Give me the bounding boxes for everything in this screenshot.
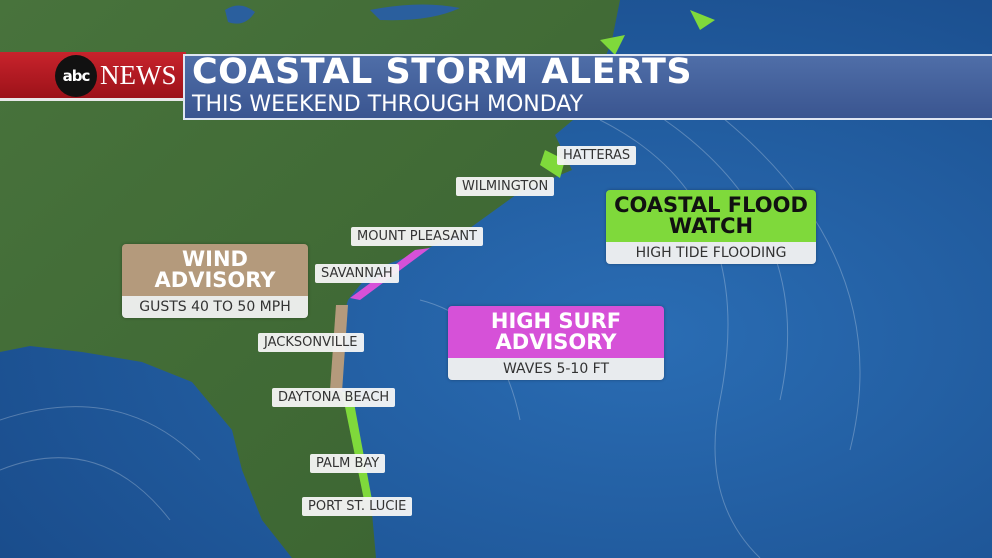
abc-logo: abc xyxy=(55,55,97,97)
city-label: JACKSONVILLE xyxy=(258,333,364,352)
city-label: WILMINGTON xyxy=(456,177,555,196)
alert-detail: WAVES 5-10 FT xyxy=(448,358,664,380)
alert-detail: HIGH TIDE FLOODING xyxy=(606,242,816,264)
alert-title: HIGH SURF ADVISORY xyxy=(448,306,664,358)
alert-title: COASTAL FLOOD WATCH xyxy=(606,190,816,242)
news-wordmark: NEWS xyxy=(100,60,177,90)
wind-advisory-card: WIND ADVISORY GUSTS 40 TO 50 MPH xyxy=(122,244,308,318)
land xyxy=(0,0,620,558)
city-label: PALM BAY xyxy=(310,454,386,473)
coastal-flood-watch-card: COASTAL FLOOD WATCH HIGH TIDE FLOODING xyxy=(606,190,816,264)
great-lakes xyxy=(225,4,460,24)
alert-detail: GUSTS 40 TO 50 MPH xyxy=(122,296,308,318)
city-label: PORT ST. LUCIE xyxy=(302,497,413,516)
alert-title: WIND ADVISORY xyxy=(122,244,308,296)
title-box xyxy=(183,54,992,120)
page-title: COASTAL STORM ALERTS xyxy=(192,52,693,92)
city-label: DAYTONA BEACH xyxy=(272,388,396,407)
city-label: HATTERAS xyxy=(557,146,637,165)
city-label: SAVANNAH xyxy=(315,264,399,283)
flood-florida-strip xyxy=(342,392,372,500)
page-subtitle: THIS WEEKEND THROUGH MONDAY xyxy=(192,92,584,117)
high-surf-advisory-card: HIGH SURF ADVISORY WAVES 5-10 FT xyxy=(448,306,664,380)
city-label: MOUNT PLEASANT xyxy=(351,227,484,246)
